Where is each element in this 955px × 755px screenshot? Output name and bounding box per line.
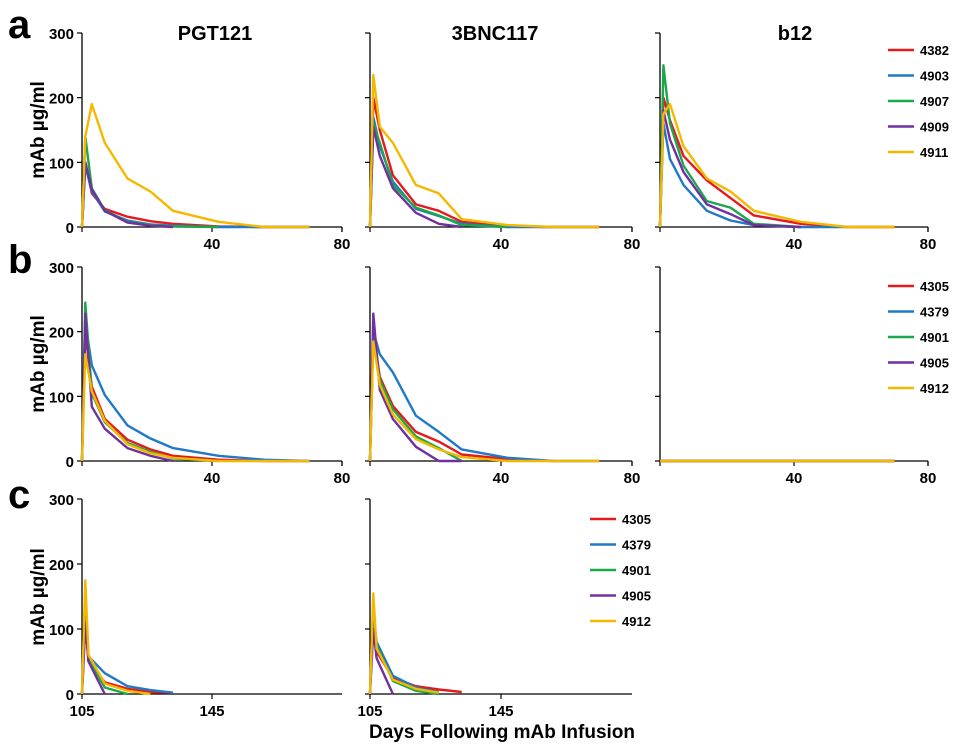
y-tick-label: 100 (49, 389, 74, 406)
panel-b-3: 40 80 4305 4379 4901 4905 4912 (655, 266, 949, 487)
y-tick-label: 200 (49, 325, 74, 342)
legend-label-4905: 4905 (622, 589, 651, 604)
series-line-4907 (658, 64, 801, 229)
series-line-4305 (80, 621, 174, 695)
series-line-4912 (80, 579, 151, 696)
x-tick-label: 80 (334, 236, 351, 253)
panel-a-1: 0 100 200 300 40 80 (49, 26, 350, 253)
x-tick-label: 40 (204, 470, 221, 487)
y-tick-label: 100 (49, 155, 74, 172)
panel-letter-a: a (8, 3, 31, 47)
series-line-4911 (368, 73, 600, 229)
series-line-4911 (80, 102, 310, 229)
legend-label-4903: 4903 (920, 69, 949, 84)
panel-c-2: 105 145 (357, 498, 632, 720)
legend: 4305 4379 4901 4905 4912 (590, 512, 651, 629)
x-tick-label: 80 (920, 236, 937, 253)
x-tick-label: 80 (920, 470, 937, 487)
panel-b-2: 40 80 (365, 266, 641, 487)
column-title-3bnc117: 3BNC117 (452, 23, 539, 45)
series-line-4909 (658, 109, 801, 229)
x-tick-label: 80 (624, 470, 641, 487)
legend-label-4379: 4379 (622, 538, 651, 553)
legend-label-4909: 4909 (920, 120, 949, 135)
y-axis-title-c: mAb µg/ml (28, 548, 49, 646)
y-axis-title-a: mAb µg/ml (28, 81, 49, 179)
panel-b-1: 0 100 200 300 40 80 (49, 260, 350, 487)
x-axis-title: Days Following mAb Infusion (369, 722, 635, 743)
series-line-4305 (368, 601, 462, 695)
series-line-4379 (368, 330, 600, 463)
legend-label-4901: 4901 (920, 330, 949, 345)
panel-a-2: 40 80 (365, 32, 641, 253)
series-line-4912 (80, 353, 310, 463)
legend-label-4305: 4305 (622, 512, 651, 527)
series-line-4911 (658, 102, 895, 229)
panel-letter-b: b (8, 238, 32, 282)
legend-label-4912: 4912 (920, 381, 949, 396)
y-tick-label: 0 (66, 687, 74, 704)
series-line-4305 (80, 330, 310, 463)
legend: 4382 4903 4907 4909 4911 (888, 43, 949, 160)
column-title-b12: b12 (778, 23, 812, 45)
legend-label-4907: 4907 (920, 94, 949, 109)
x-tick-label: 80 (334, 470, 351, 487)
panel-a-3: 40 80 4382 4903 4907 4909 4911 (655, 32, 949, 253)
y-tick-label: 100 (49, 622, 74, 639)
y-tick-label: 200 (49, 557, 74, 574)
x-tick-label: 145 (199, 703, 224, 720)
legend-label-4905: 4905 (920, 356, 949, 371)
x-tick-label: 105 (357, 703, 382, 720)
column-title-pgt121: PGT121 (178, 23, 252, 45)
panels: 0 100 200 300 40 80 40 80 40 80 4382 4903 4907 4909 49… (49, 26, 949, 720)
series-line-4305 (368, 330, 554, 463)
series-line-4907 (80, 135, 219, 229)
panel-c-1: 0 100 200 300 105 145 4305 4379 4901 4905 4912 (49, 492, 651, 720)
y-tick-label: 200 (49, 91, 74, 108)
y-tick-label: 300 (49, 492, 74, 509)
x-tick-label: 145 (488, 703, 513, 720)
y-tick-label: 300 (49, 26, 74, 43)
series-line-4905 (80, 312, 174, 463)
series-line-4912 (368, 340, 600, 463)
x-tick-label: 80 (624, 236, 641, 253)
x-tick-label: 105 (69, 703, 94, 720)
legend-label-4379: 4379 (920, 305, 949, 320)
legend: 4305 4379 4901 4905 4912 (888, 279, 949, 396)
y-tick-label: 0 (66, 220, 74, 237)
legend-label-4382: 4382 (920, 43, 949, 58)
x-tick-label: 40 (786, 236, 803, 253)
y-tick-label: 0 (66, 454, 74, 471)
y-axis-title-b: mAb µg/ml (28, 315, 49, 413)
x-tick-label: 40 (204, 236, 221, 253)
legend-label-4911: 4911 (920, 145, 948, 160)
panel-letter-c: c (8, 473, 30, 517)
series-line-4379 (80, 605, 174, 695)
series-line-4379 (80, 320, 310, 463)
series-line-4903 (368, 115, 600, 229)
y-tick-label: 300 (49, 260, 74, 277)
legend-label-4912: 4912 (622, 614, 651, 629)
legend-label-4901: 4901 (622, 563, 651, 578)
series-line-4905 (368, 312, 462, 463)
x-tick-label: 40 (493, 236, 510, 253)
legend-label-4305: 4305 (920, 279, 949, 294)
x-tick-label: 40 (786, 470, 803, 487)
series-line-4912 (368, 592, 440, 695)
x-tick-label: 40 (493, 470, 510, 487)
